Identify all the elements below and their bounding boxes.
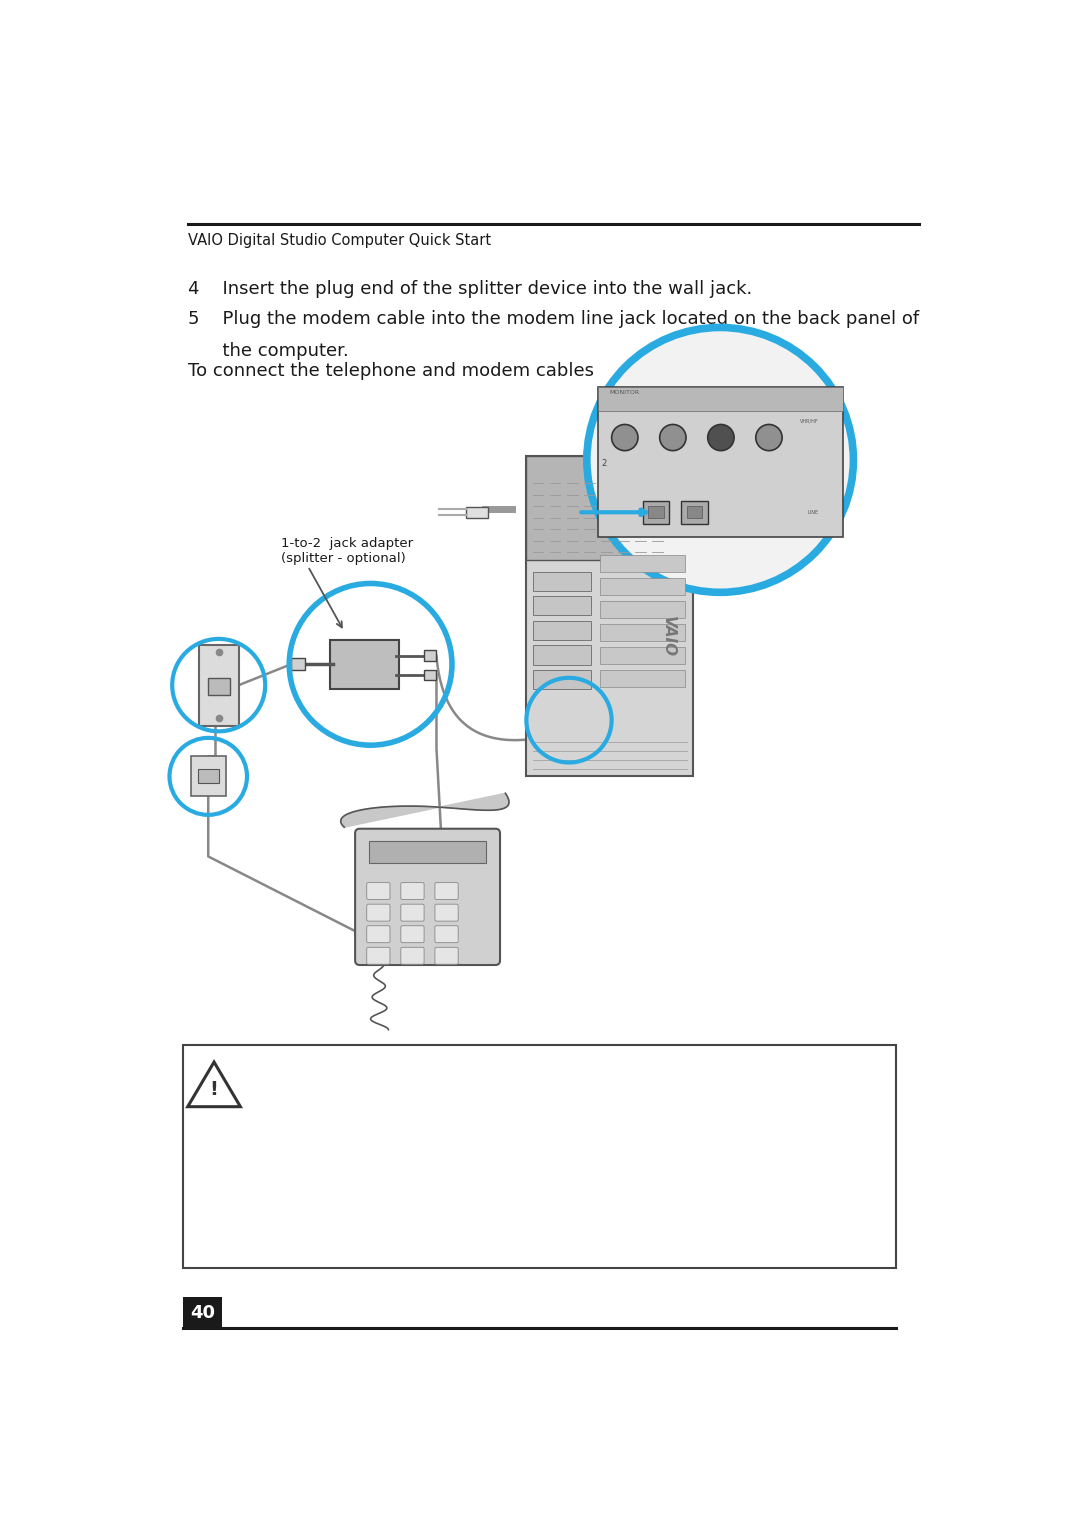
FancyBboxPatch shape [600, 625, 685, 641]
FancyBboxPatch shape [600, 555, 685, 572]
FancyBboxPatch shape [291, 658, 305, 670]
FancyBboxPatch shape [424, 670, 436, 681]
FancyBboxPatch shape [435, 926, 458, 943]
FancyBboxPatch shape [532, 596, 591, 615]
FancyBboxPatch shape [199, 644, 239, 726]
FancyBboxPatch shape [435, 948, 458, 964]
Text: 1-to-2  jack adapter
(splitter - optional): 1-to-2 jack adapter (splitter - optional… [281, 537, 413, 565]
FancyBboxPatch shape [687, 506, 702, 518]
Circle shape [586, 327, 853, 593]
FancyBboxPatch shape [600, 647, 685, 664]
FancyBboxPatch shape [183, 1045, 896, 1269]
FancyBboxPatch shape [643, 500, 669, 525]
FancyBboxPatch shape [369, 841, 486, 863]
FancyBboxPatch shape [600, 670, 685, 687]
Text: Your computer has a protective stick            covering the Ethernet port locat: Your computer has a protective stick cov… [252, 1066, 798, 1079]
Text: 4    Insert the plug end of the splitter device into the wall jack.: 4 Insert the plug end of the splitter de… [188, 280, 752, 299]
FancyBboxPatch shape [198, 769, 218, 782]
FancyBboxPatch shape [526, 456, 693, 559]
FancyBboxPatch shape [532, 622, 591, 640]
FancyBboxPatch shape [648, 506, 663, 518]
Text: To connect the telephone and modem cables: To connect the telephone and modem cable… [188, 362, 594, 381]
Text: MONITOR: MONITOR [609, 391, 639, 396]
Text: overload that can cause a malfunction, excessive heat, or fire in the Ethernet: overload that can cause a malfunction, e… [252, 1201, 789, 1214]
FancyBboxPatch shape [435, 904, 458, 922]
Text: 2: 2 [602, 459, 607, 468]
Text: the Ethernet port, depending on your computerEthernet port specification.: the Ethernet port, depending on your com… [252, 1132, 771, 1148]
FancyBboxPatch shape [401, 904, 424, 922]
Text: Using incorrect cables or a telephone cable may result in an electric current: Using incorrect cables or a telephone ca… [252, 1167, 780, 1181]
FancyBboxPatch shape [401, 948, 424, 964]
FancyBboxPatch shape [329, 640, 400, 688]
Circle shape [707, 424, 734, 450]
Text: 40: 40 [190, 1304, 215, 1322]
FancyBboxPatch shape [401, 926, 424, 943]
FancyBboxPatch shape [367, 948, 390, 964]
FancyBboxPatch shape [532, 646, 591, 664]
Circle shape [756, 424, 782, 450]
FancyBboxPatch shape [401, 882, 424, 899]
FancyBboxPatch shape [355, 829, 500, 966]
FancyBboxPatch shape [367, 904, 390, 922]
FancyBboxPatch shape [526, 456, 693, 776]
FancyBboxPatch shape [597, 387, 842, 537]
FancyBboxPatch shape [183, 1296, 221, 1330]
FancyBboxPatch shape [424, 650, 436, 661]
FancyBboxPatch shape [367, 926, 390, 943]
Text: VHR/HF: VHR/HF [800, 418, 819, 423]
FancyBboxPatch shape [597, 387, 842, 411]
Circle shape [660, 424, 686, 450]
Text: LINE: LINE [808, 509, 819, 515]
FancyBboxPatch shape [600, 600, 685, 617]
FancyBboxPatch shape [600, 578, 685, 594]
Text: 5    Plug the modem cable into the modem line jack located on the back panel of: 5 Plug the modem cable into the modem li… [188, 309, 919, 327]
Text: VAIO: VAIO [661, 617, 676, 658]
Text: port. For help on connecting to a network, see your network administrator.: port. For help on connecting to a networ… [252, 1234, 771, 1249]
FancyBboxPatch shape [207, 678, 230, 694]
FancyBboxPatch shape [435, 882, 458, 899]
FancyBboxPatch shape [465, 506, 488, 517]
Text: the computer.: the computer. [188, 343, 349, 361]
FancyBboxPatch shape [191, 756, 226, 796]
Text: !: ! [210, 1081, 218, 1099]
FancyBboxPatch shape [532, 572, 591, 591]
Circle shape [611, 424, 638, 450]
Text: VAIO Digital Studio Computer Quick Start: VAIO Digital Studio Computer Quick Start [188, 233, 490, 247]
FancyBboxPatch shape [681, 500, 707, 525]
Text: on the rear panel. Connect 10BASE-T, 100BASE-TX, or 1000BASE-TX cables to: on the rear panel. Connect 10BASE-T, 100… [252, 1099, 789, 1113]
Polygon shape [341, 793, 509, 828]
FancyBboxPatch shape [367, 882, 390, 899]
FancyBboxPatch shape [532, 670, 591, 690]
